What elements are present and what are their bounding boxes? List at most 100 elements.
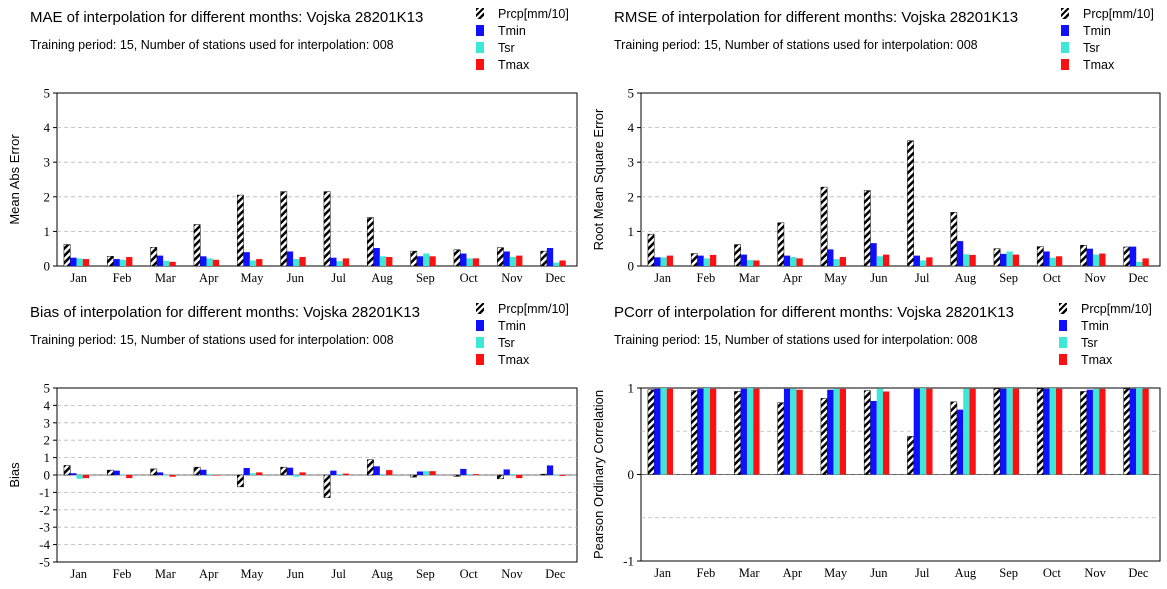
legend-swatch-tsr: [476, 42, 484, 53]
bar-tmin: [697, 388, 704, 475]
x-tick-label: Sep: [999, 271, 1018, 285]
x-tick-label: Nov: [1084, 271, 1106, 285]
y-tick-label: -4: [39, 537, 50, 552]
bar-tsr: [919, 388, 927, 475]
bar-tsr: [963, 254, 970, 266]
bar-tsr: [379, 256, 387, 266]
bar-prcp: [1123, 388, 1131, 475]
y-tick-label: 2: [44, 189, 51, 204]
bar-prcp: [323, 191, 331, 267]
bar-tmax: [299, 257, 306, 266]
x-tick-label: Jun: [870, 566, 888, 580]
bar-prcp: [237, 474, 244, 488]
bar-tmin: [70, 257, 77, 266]
bar-tsr: [553, 474, 560, 476]
bar-prcp: [280, 191, 288, 267]
bar-prcp: [410, 250, 418, 267]
bar-tmin: [460, 468, 467, 475]
bar-tmax: [429, 471, 436, 475]
x-tick-label: Aug: [955, 271, 977, 285]
y-axis-label: Mean Abs Error: [7, 134, 22, 225]
x-tick-label: May: [241, 567, 265, 581]
legend-swatch-prcp: [476, 8, 484, 19]
bar-tsr: [423, 471, 430, 475]
y-tick-label: 1: [628, 381, 635, 396]
x-tick-label: Sep: [416, 271, 435, 285]
legend-swatch-tsr: [1059, 337, 1067, 348]
bar-tsr: [509, 474, 517, 475]
bar-tsr: [703, 258, 710, 266]
x-tick-label: Jun: [287, 271, 305, 285]
x-tick-label: Oct: [460, 271, 479, 285]
x-tick-label: Aug: [955, 566, 977, 580]
bar-tsr: [206, 474, 213, 475]
legend-label-tmin: Tmin: [498, 23, 526, 38]
x-tick-label: Dec: [1128, 566, 1149, 580]
legend-swatch-tmin: [476, 25, 484, 36]
legend-item-tmax: Tmax: [1059, 351, 1152, 368]
bar-tmin: [1086, 389, 1093, 475]
bar-prcp: [237, 194, 244, 267]
plot-frame: [640, 92, 1161, 267]
bar-tmax: [256, 472, 263, 475]
bar-prcp: [1036, 388, 1044, 475]
bar-tsr: [876, 256, 883, 266]
y-tick-label: 5: [44, 86, 51, 101]
bar-tmin: [1043, 251, 1050, 266]
x-tick-label: Jul: [331, 271, 346, 285]
legend-item-prcp: Prcp[mm/10]: [476, 300, 569, 317]
bar-tsr: [336, 261, 343, 266]
bar-prcp: [1036, 246, 1044, 267]
y-tick-label: 5: [44, 381, 51, 396]
legend-swatch-tmax: [1059, 354, 1067, 365]
legend: Prcp[mm/10] Tmin Tsr Tmax: [476, 300, 569, 368]
y-tick-label: 0: [628, 259, 635, 274]
x-tick-label: Feb: [697, 566, 716, 580]
x-tick-label: May: [241, 271, 265, 285]
bar-prcp: [690, 253, 698, 267]
bar-tmin: [956, 409, 964, 475]
rmse-chart: 0 1 2 3 4 5 Root Mean Square Error Jan Feb Mar Apr…: [591, 86, 1161, 285]
x-tick-label: Nov: [501, 567, 523, 581]
y-tick-label: -5: [39, 555, 50, 570]
bar-tmax: [82, 475, 90, 479]
legend-swatch-tmax: [476, 59, 484, 70]
bar-tsr: [1049, 388, 1056, 475]
legend-swatch-tmin: [476, 320, 484, 331]
bar-tsr: [660, 388, 667, 475]
x-tick-label: Jan: [70, 567, 87, 581]
legend-label-tmin: Tmin: [1081, 318, 1109, 333]
bar-tmin: [1043, 388, 1050, 475]
bar-tmin: [1000, 253, 1007, 266]
legend-label-tmin: Tmin: [498, 318, 526, 333]
bar-prcp: [453, 474, 461, 477]
bar-tmax: [969, 254, 976, 266]
bar-tmax: [839, 257, 847, 266]
bar-tmax: [516, 475, 523, 479]
bar-tmin: [697, 255, 704, 266]
y-tick-label: 5: [628, 86, 635, 101]
y-axis-label: Root Mean Square Error: [591, 108, 606, 250]
legend-item-tmin: Tmin: [1061, 22, 1154, 39]
bar-tmin: [740, 254, 747, 266]
bar-prcp: [497, 247, 504, 267]
bar-prcp: [690, 390, 698, 475]
bar-tmax: [1099, 388, 1106, 475]
chart-title: MAE of interpolation for different month…: [30, 9, 424, 26]
bar-tsr: [1136, 388, 1143, 475]
bar-tmin: [783, 388, 791, 475]
bar-tmax: [1012, 388, 1020, 475]
bar-tmin: [460, 253, 467, 266]
bar-tsr: [423, 253, 430, 266]
bar-tmax: [666, 255, 674, 266]
legend-item-tsr: Tsr: [1059, 334, 1152, 351]
bar-tmin: [783, 255, 791, 266]
y-tick-label: -1: [623, 554, 634, 569]
bar-tmax: [753, 388, 760, 475]
bar-prcp: [863, 390, 871, 475]
bias-panel: Bias of interpolation for different mont…: [0, 295, 583, 589]
legend-item-tmin: Tmin: [476, 22, 569, 39]
bar-tmax: [472, 258, 480, 266]
bar-tsr: [703, 388, 710, 475]
legend-swatch-prcp: [476, 303, 484, 314]
